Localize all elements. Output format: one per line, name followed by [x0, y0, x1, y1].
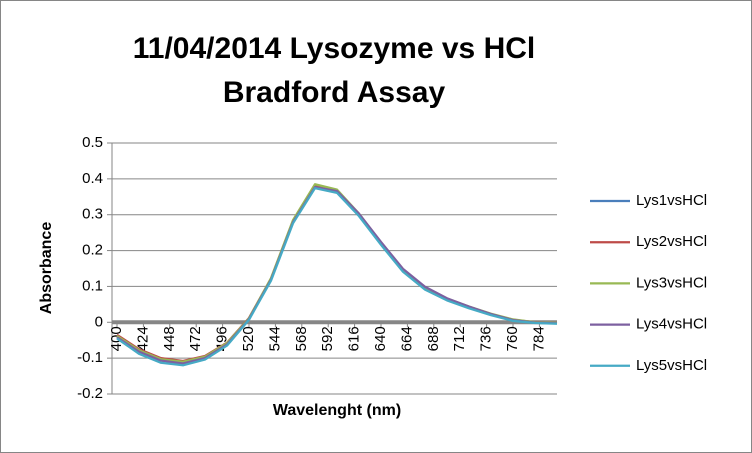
y-axis-title: Absorbance: [38, 222, 55, 315]
series-line: [116, 187, 558, 367]
x-tick-label: 568: [293, 326, 310, 351]
x-tick-label: 448: [161, 326, 178, 351]
y-tick-label: 0.1: [82, 277, 103, 294]
x-tick-label: 712: [451, 326, 468, 351]
x-tick-label: 760: [504, 326, 521, 351]
x-tick-label: 400: [108, 326, 125, 351]
x-tick-label: 472: [187, 326, 204, 351]
y-tick-label: 0: [95, 313, 103, 330]
x-tick-label: 736: [478, 326, 495, 351]
y-tick-label: 0.5: [82, 134, 103, 151]
series-line: [116, 185, 558, 365]
x-axis-title: Wavelenght (nm): [273, 402, 401, 419]
x-tick-label: 688: [425, 326, 442, 351]
chart-title: Bradford Assay: [223, 76, 446, 109]
x-tick-label: 592: [319, 326, 336, 351]
y-tick-label: -0.2: [77, 385, 103, 402]
x-tick-label: 784: [530, 326, 547, 351]
legend-label: Lys1vsHCl: [636, 192, 707, 209]
x-tick-label: 424: [134, 326, 151, 351]
x-tick-label: 520: [240, 326, 257, 351]
y-tick-label: -0.1: [77, 349, 103, 366]
legend-label: Lys2vsHCl: [636, 233, 707, 250]
x-tick-label: 664: [398, 326, 415, 351]
x-tick-label: 640: [372, 326, 389, 351]
chart-title: 11/04/2014 Lysozyme vs HCl: [133, 32, 535, 65]
x-tick-label: 616: [346, 326, 363, 351]
y-tick-label: 0.2: [82, 242, 103, 259]
legend-label: Lys3vsHCl: [636, 274, 707, 291]
legend-label: Lys4vsHCl: [636, 316, 707, 333]
y-tick-label: 0.4: [82, 170, 103, 187]
legend-label: Lys5vsHCl: [636, 357, 707, 374]
y-tick-label: 0.3: [82, 206, 103, 223]
x-tick-label: 544: [266, 326, 283, 351]
